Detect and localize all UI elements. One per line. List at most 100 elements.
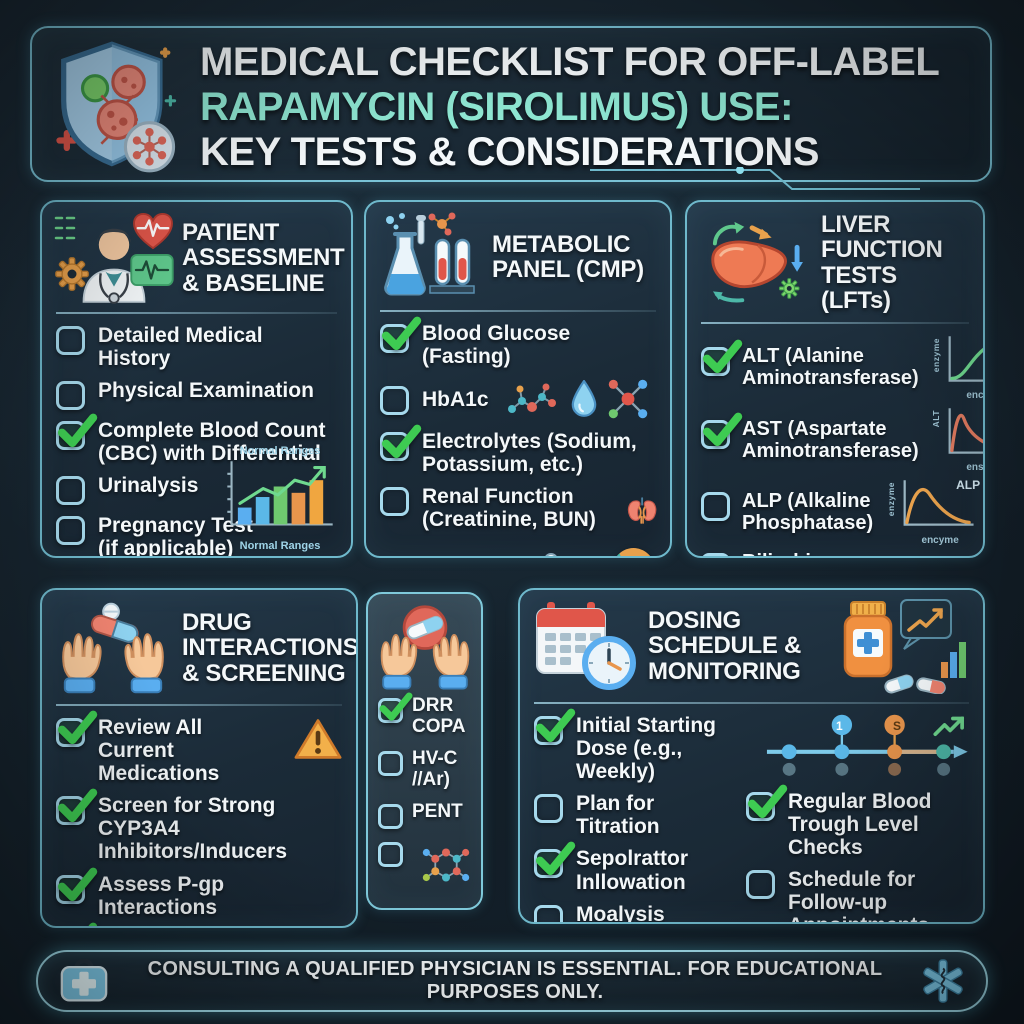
panel-patient-assessment: PATIENT ASSESSMENT & BASELINE Detailed M… bbox=[40, 200, 353, 558]
checkbox[interactable] bbox=[701, 339, 743, 377]
checkbox[interactable] bbox=[378, 803, 403, 829]
checkbox[interactable] bbox=[380, 487, 409, 517]
checklist-item: Complete Blood Count (CBC) with Differen… bbox=[56, 413, 339, 466]
checklist: DRR COPA HV-C //Ar) PENT bbox=[368, 692, 481, 890]
dosing-right-column: 1 S Regular Blood Trough Level Checks Sc… bbox=[744, 712, 983, 922]
checklist: Regular Blood Trough Level Checks Schedu… bbox=[744, 784, 983, 922]
checklist-item-label: Renal Function (Creatinine, BUN) bbox=[422, 485, 596, 532]
panel-drug-interactions: DRUG INTERACTIONS & SCREENING Review All… bbox=[40, 588, 358, 928]
panel-title: DOSING SCHEDULE & MONITORING bbox=[648, 606, 802, 685]
checklist-item-label: Complete Blood Count (CBC) with Differen… bbox=[98, 419, 326, 466]
checklist-item: Urinalysis bbox=[56, 474, 339, 506]
checklist-item-label: Physical Examination bbox=[98, 379, 314, 403]
chart-x-label: encyme bbox=[921, 534, 959, 546]
checklist-item-label: HbA1c bbox=[422, 387, 489, 411]
panel-dosing-schedule: DOSING SCHEDULE & MONITORING bbox=[518, 588, 985, 924]
hba1c-icons bbox=[506, 377, 650, 421]
title-line-3: KEY TESTS & CONSIDERATIONS bbox=[200, 130, 819, 175]
header-icon-cluster bbox=[699, 218, 811, 308]
checkbox[interactable] bbox=[56, 476, 85, 506]
calendar-clock-icon bbox=[536, 602, 636, 690]
checkbox[interactable] bbox=[56, 381, 85, 411]
checkbox[interactable] bbox=[56, 867, 98, 904]
checklist-item: Physical Examination bbox=[56, 379, 339, 411]
header-icon-cluster bbox=[532, 600, 638, 692]
checklist-item: Screen for Strong CYP3A4 Inhibitors/Indu… bbox=[56, 788, 344, 864]
droplet-icon bbox=[571, 380, 596, 417]
checklist-item: HbA1c bbox=[380, 377, 658, 421]
checklist-item: Schedule for Follow-up Appointments bbox=[746, 868, 983, 922]
checklist-item: DRR COPA bbox=[378, 692, 473, 738]
footer-disclaimer-text: CONSULTING A QUALIFIED PHYSICIAN IS ESSE… bbox=[147, 958, 883, 1003]
checkbox[interactable] bbox=[701, 412, 743, 449]
checklist-item: Blood Glucose (Fasting) bbox=[380, 316, 658, 368]
checklist-item-label: Review All Current Medications bbox=[98, 716, 220, 786]
divider bbox=[56, 312, 337, 314]
gfr-donut-chart: GFR bbox=[609, 548, 658, 556]
checkbox[interactable] bbox=[378, 750, 403, 776]
checkbox[interactable] bbox=[56, 326, 85, 355]
alt-enzyme-chart: enzyme encyme bbox=[931, 334, 983, 401]
title-line-1: MEDICAL CHECKLIST FOR OFF-LABEL bbox=[200, 40, 940, 84]
panel-header: DRUG INTERACTIONS & SCREENING bbox=[42, 590, 356, 704]
chart-y-label: enzyme bbox=[886, 482, 897, 517]
checklist-item: Sepolrattor Inllowation bbox=[534, 842, 744, 894]
checklist-item: Electrolytes (Sodium, Potassium, etc.) bbox=[380, 424, 658, 476]
checklist-item-label: ALT (Alanine Aminotransferase) bbox=[742, 345, 919, 390]
chart-series-label: ALP bbox=[956, 478, 981, 493]
checklist-item-label: Screen for Strong CYP3A4 Inhibitors/Indu… bbox=[98, 794, 288, 864]
checkbox[interactable] bbox=[380, 424, 422, 462]
checklist-item: Renal Function (Creatinine, BUN) bbox=[380, 485, 658, 539]
checklist-item: HV-C //Ar) bbox=[378, 747, 473, 791]
normal-ranges-chart: Normal Ranges Normal Ranges bbox=[217, 445, 343, 552]
warning-triangle-icon bbox=[294, 719, 342, 759]
checklist-item: Initial Starting Dose (e.g., Weekly) bbox=[534, 708, 744, 783]
checkbox[interactable] bbox=[534, 708, 576, 745]
checklist-item: Review All Current Medications bbox=[56, 710, 344, 786]
checklist-item-label: AST (Aspartate Aminotransferase) bbox=[742, 417, 919, 462]
dosing-body: Initial Starting Dose (e.g., Weekly) Pla… bbox=[520, 704, 983, 922]
checklist-item: ALT (Alanine Aminotransferase) enzyme en… bbox=[701, 334, 983, 401]
checkbox[interactable] bbox=[56, 516, 85, 546]
checklist-item-label: PENT bbox=[412, 800, 463, 822]
divider bbox=[701, 321, 969, 324]
checkbox[interactable] bbox=[378, 692, 413, 723]
checkbox[interactable] bbox=[378, 841, 403, 867]
checkbox[interactable] bbox=[746, 870, 775, 900]
peak-curve bbox=[903, 480, 974, 527]
molecule-icon bbox=[608, 379, 647, 419]
checklist-item: AST (Aspartate Aminotransferase) ALT AST… bbox=[701, 406, 983, 473]
checkbox[interactable] bbox=[56, 710, 98, 747]
checklist-item-label: DRR COPA bbox=[412, 695, 466, 737]
header-icon-cluster bbox=[378, 212, 482, 302]
checklist-item-label: HV-C //Ar) bbox=[412, 747, 458, 790]
checklist-item: Bilirubin (Total/Direct) bbox=[701, 551, 971, 556]
checklist-item-label: Assess P-gp Interactions bbox=[98, 872, 225, 919]
hands-pill-icon bbox=[62, 602, 164, 694]
panel-header: PATIENT ASSESSMENT & BASELINE bbox=[42, 202, 351, 312]
timeline-marker-1: 1 bbox=[836, 719, 843, 733]
checkbox[interactable] bbox=[380, 316, 422, 353]
footer-disclaimer-bar: CONSULTING A QUALIFIED PHYSICIAN IS ESSE… bbox=[36, 950, 988, 1012]
checkbox[interactable] bbox=[534, 842, 576, 879]
checklist-item: GFR 4.84 bbox=[380, 548, 658, 556]
panel-title: DRUG INTERACTIONS & SCREENING bbox=[182, 608, 358, 687]
checklist-item: Detailed Medical History bbox=[56, 324, 339, 370]
checkbox[interactable] bbox=[534, 794, 563, 824]
checkbox[interactable] bbox=[56, 788, 98, 826]
panel-title: PATIENT ASSESSMENT & BASELINE bbox=[182, 218, 345, 297]
chart-y-label: ALT bbox=[931, 410, 941, 428]
checklist-item: Assess P-gp Interactions bbox=[56, 867, 344, 919]
timeline-chart bbox=[766, 714, 968, 776]
title-panel: MEDICAL CHECKLIST FOR OFF-LABEL RAPAMYCI… bbox=[30, 26, 992, 190]
checkbox[interactable] bbox=[746, 784, 788, 821]
flask-test-tubes-icon bbox=[384, 212, 475, 296]
checklist: ALT (Alanine Aminotransferase) enzyme en… bbox=[687, 324, 983, 556]
checkbox[interactable] bbox=[56, 413, 98, 451]
checklist-item: Moalysis bbox=[534, 903, 744, 922]
checklist-item-label: Urinalysis bbox=[98, 474, 199, 498]
checkbox[interactable] bbox=[701, 492, 730, 522]
checkbox[interactable] bbox=[701, 552, 730, 556]
checkbox[interactable] bbox=[534, 904, 563, 922]
checkbox[interactable] bbox=[380, 385, 409, 415]
